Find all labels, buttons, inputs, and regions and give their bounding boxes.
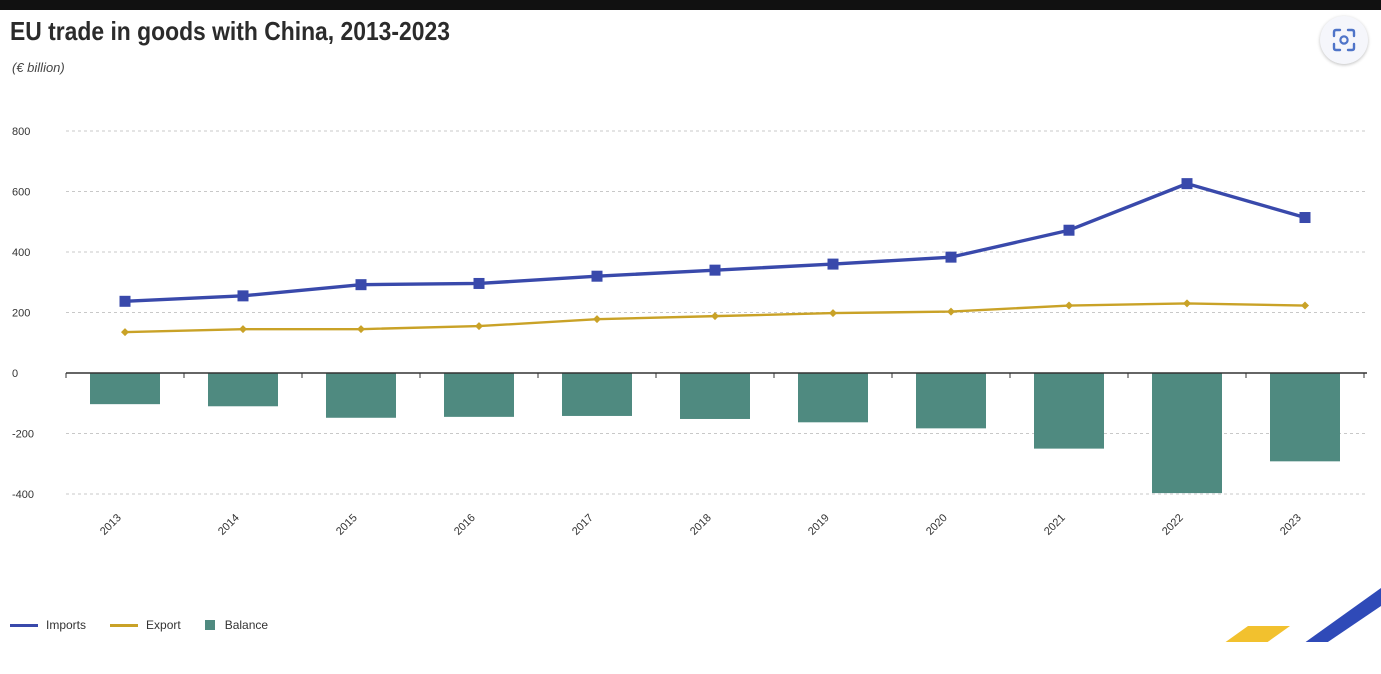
x-tick-label: 2018 bbox=[688, 512, 714, 538]
x-tick-label: 2014 bbox=[216, 512, 242, 538]
export-marker bbox=[1301, 301, 1309, 310]
export-marker bbox=[475, 322, 483, 331]
export-marker bbox=[829, 309, 837, 318]
export-marker bbox=[121, 328, 129, 337]
balance-bar bbox=[798, 373, 868, 423]
x-tick-label: 2022 bbox=[1160, 512, 1186, 538]
legend-item-export: Export bbox=[110, 618, 181, 632]
balance-bar bbox=[680, 373, 750, 419]
chart-title: EU trade in goods with China, 2013-2023 bbox=[10, 16, 450, 46]
export-marker bbox=[1065, 301, 1073, 310]
legend-label-imports: Imports bbox=[46, 618, 87, 632]
imports-line bbox=[124, 181, 1306, 304]
y-tick-label: -400 bbox=[12, 489, 34, 501]
x-tick-label: 2016 bbox=[452, 512, 478, 538]
balance-swatch bbox=[204, 620, 215, 630]
y-tick-label: 800 bbox=[12, 126, 30, 138]
balance-bar bbox=[444, 373, 514, 417]
y-tick-label: 400 bbox=[12, 247, 30, 259]
x-tick-label: 2021 bbox=[1042, 512, 1068, 538]
balance-bar bbox=[208, 373, 278, 407]
balance-bar bbox=[1034, 373, 1104, 449]
imports-marker bbox=[473, 277, 485, 289]
y-tick-label: 0 bbox=[12, 368, 18, 380]
eurostat-logo bbox=[1220, 588, 1381, 646]
imports-swatch bbox=[10, 623, 38, 627]
y-tick-label: -200 bbox=[12, 429, 34, 441]
export-marker bbox=[1183, 299, 1191, 308]
x-tick-label: 2017 bbox=[570, 512, 596, 538]
imports-marker bbox=[237, 290, 249, 302]
imports-marker bbox=[709, 264, 721, 276]
export-marker bbox=[593, 315, 601, 324]
x-tick-label: 2013 bbox=[98, 512, 124, 538]
y-tick-label: 200 bbox=[12, 308, 30, 320]
export-swatch bbox=[110, 623, 139, 627]
balance-bar bbox=[1152, 373, 1222, 494]
google-lens-icon bbox=[1332, 28, 1356, 52]
x-tick-label: 2020 bbox=[924, 512, 950, 538]
balance-bar bbox=[1270, 373, 1340, 462]
export-marker bbox=[357, 325, 365, 334]
chart: 800 600 400 200 0 -200 -400 2013 2014 2015 2016 201… bbox=[12, 126, 1367, 538]
balance-bar bbox=[326, 373, 396, 418]
legend-item-imports: Imports bbox=[10, 618, 86, 632]
legend-label-balance: Balance bbox=[224, 618, 269, 632]
y-tick-label: 600 bbox=[12, 187, 30, 199]
chart-subtitle: (€ billion) bbox=[12, 60, 65, 75]
balance-bar bbox=[916, 373, 986, 429]
imports-marker bbox=[591, 270, 603, 282]
x-tick-label: 2015 bbox=[334, 512, 360, 538]
x-tick-label: 2023 bbox=[1278, 512, 1304, 538]
export-marker bbox=[711, 312, 719, 321]
imports-marker bbox=[1063, 224, 1075, 236]
lens-button[interactable] bbox=[1320, 16, 1368, 64]
imports-marker bbox=[355, 279, 367, 291]
caption-bar bbox=[0, 642, 1381, 674]
legend: Imports Export Balance bbox=[10, 618, 292, 632]
balance-bar bbox=[562, 373, 632, 416]
imports-marker bbox=[1181, 178, 1193, 190]
balance-bar bbox=[90, 373, 160, 405]
imports-marker bbox=[1299, 212, 1311, 224]
imports-marker bbox=[119, 295, 131, 307]
legend-label-export: Export bbox=[146, 618, 181, 632]
export-marker bbox=[239, 325, 247, 334]
export-marker bbox=[947, 307, 955, 316]
x-tick-label: 2019 bbox=[806, 512, 832, 538]
imports-marker bbox=[827, 258, 839, 270]
legend-item-balance: Balance bbox=[204, 618, 269, 632]
top-bar bbox=[0, 0, 1381, 10]
imports-marker bbox=[945, 251, 957, 263]
